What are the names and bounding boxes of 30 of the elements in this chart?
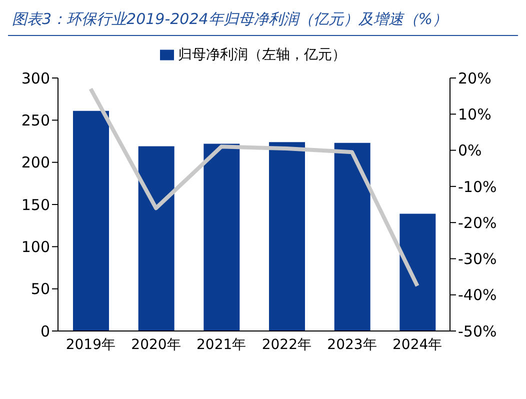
x-tick-label: 2023年 [327, 336, 377, 353]
x-tick-label: 2024年 [392, 336, 442, 353]
y-tick-label: 250 [21, 111, 50, 130]
y2-tick-label: -10% [458, 178, 497, 196]
x-tick-label: 2021年 [196, 336, 246, 353]
y2-tick-label: -50% [458, 322, 497, 340]
bar [334, 142, 370, 331]
y2-tick-label: -40% [458, 286, 497, 304]
y-tick-label: 300 [21, 69, 50, 88]
bar [400, 214, 436, 331]
x-tick-label: 2022年 [262, 336, 312, 353]
y-tick-label: 50 [30, 280, 50, 298]
y-tick-label: 200 [21, 154, 50, 172]
y2-tick-label: 0% [458, 142, 482, 160]
line-series [88, 86, 420, 288]
y2-tick-label: 10% [458, 105, 492, 124]
x-tick-label: 2019年 [66, 336, 116, 353]
legend-label: 归母净利润（左轴，亿元） [178, 47, 346, 63]
bar [204, 144, 240, 331]
y2-tick-label: -20% [458, 214, 497, 232]
y-tick-label: 150 [21, 196, 50, 214]
chart-title: 图表3：环保行业2019-2024年归母净利润（亿元）及增速（%） [8, 8, 518, 36]
y-tick-label: 100 [21, 238, 50, 256]
bar [73, 110, 109, 331]
y2-tick-label: -30% [458, 250, 497, 268]
y2-tick-label: 20% [458, 69, 492, 88]
bar [138, 146, 174, 331]
bar [269, 142, 305, 331]
x-tick-label: 2020年 [131, 336, 181, 353]
y-tick-label: 0 [40, 322, 50, 340]
